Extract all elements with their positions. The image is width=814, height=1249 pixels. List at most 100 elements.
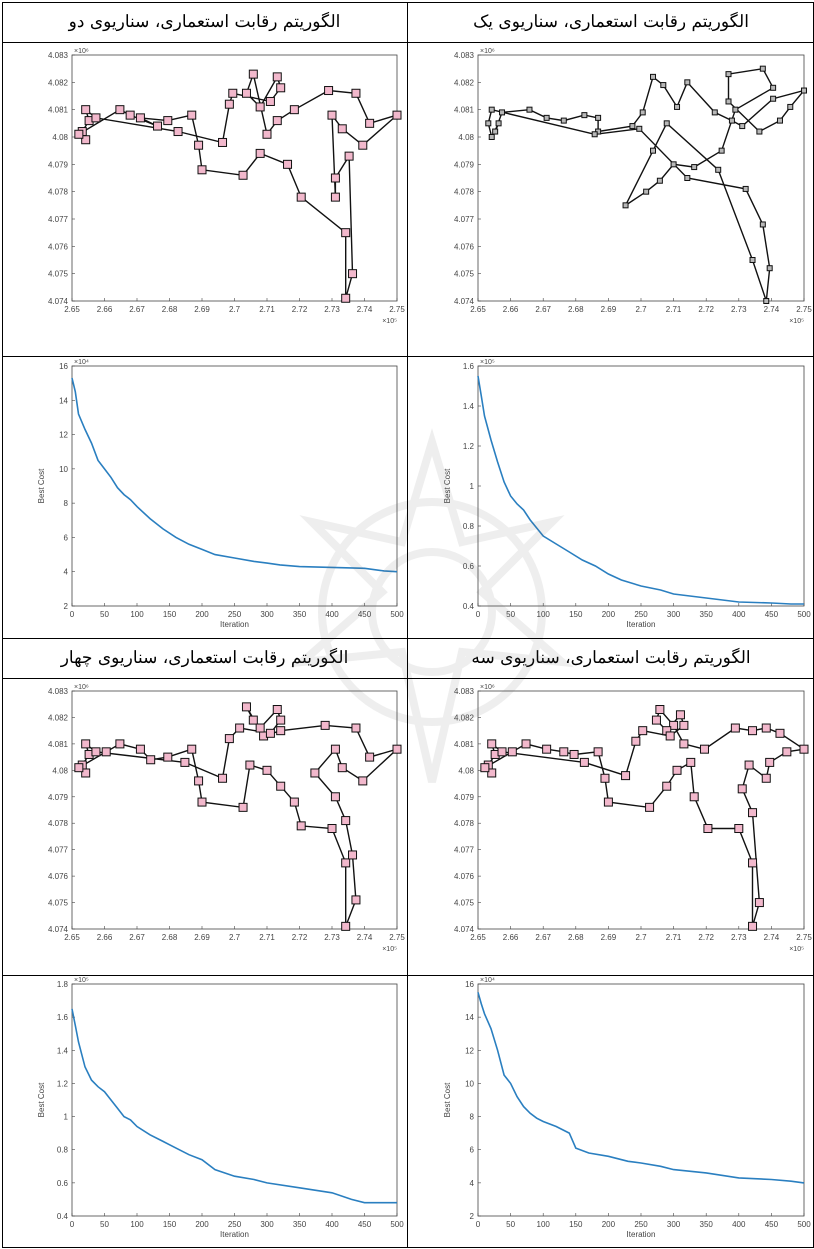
route-point-marker	[569, 749, 579, 759]
y-tick-label: 4.076	[48, 872, 69, 881]
y-tick-label: 1.4	[463, 402, 475, 411]
x-tick-label: 2.72	[292, 933, 308, 942]
x-tick-label: 2.67	[129, 305, 145, 314]
route-point-marker	[146, 755, 156, 765]
route-point-marker	[330, 744, 340, 754]
x-tick-label: 200	[195, 610, 209, 619]
route-point-marker	[674, 103, 681, 110]
x-tick-label: 100	[537, 1220, 551, 1229]
route-point-marker	[480, 763, 490, 773]
cost-series-line	[477, 992, 805, 1184]
route-point-marker	[265, 728, 275, 738]
route-point-marker	[730, 723, 740, 733]
route-point-marker	[351, 88, 361, 98]
table-border-bottom	[2, 1247, 814, 1248]
x-tick-label: 2.69	[194, 933, 210, 942]
route-point-marker	[180, 757, 190, 767]
route-point-marker	[621, 771, 631, 781]
x-tick-label: 150	[569, 610, 583, 619]
plot-frame	[477, 365, 805, 607]
y-tick-label: 8	[64, 499, 69, 508]
x-tick-label: 450	[358, 1220, 372, 1229]
route-point-marker	[320, 720, 330, 730]
x-tick-label: 2.75	[389, 305, 405, 314]
route-point-marker	[327, 110, 337, 120]
route-point-marker	[276, 726, 286, 736]
route-point-marker	[645, 802, 655, 812]
route-point-marker	[341, 228, 351, 238]
route-point-marker	[600, 773, 610, 783]
route-point-marker	[238, 170, 248, 180]
route-point-marker	[770, 84, 777, 91]
x-tick-label: 50	[100, 1220, 109, 1229]
y-tick-label: 4.076	[454, 242, 475, 251]
route-point-marker	[732, 106, 739, 113]
x-tick-label: 2.66	[97, 305, 113, 314]
route-point-marker	[739, 123, 746, 130]
route-point-marker	[526, 106, 533, 113]
x-tick-label: 2.69	[601, 933, 617, 942]
y-tick-label: 2	[64, 602, 69, 611]
y-tick-label: 0.8	[57, 1146, 69, 1155]
route-point-marker	[218, 137, 228, 147]
route-point-marker	[521, 739, 531, 749]
x-tick-label: 2.73	[324, 933, 340, 942]
route-point-marker	[581, 112, 588, 119]
y-tick-label: 4.076	[48, 242, 69, 251]
y-tick-label: 16	[465, 980, 474, 989]
route-point-marker	[734, 824, 744, 834]
x-tick-label: 2.7	[229, 305, 241, 314]
route-point-marker	[765, 757, 775, 767]
x-tick-label: 250	[228, 1220, 242, 1229]
x-tick-label: 300	[667, 610, 681, 619]
route-point-marker	[163, 116, 173, 126]
route-point-marker	[759, 65, 766, 72]
route-point-marker	[787, 103, 794, 110]
y-tick-label: 4.074	[48, 925, 69, 934]
y-exponent: ×10⁶	[74, 48, 89, 55]
route-point-marker	[81, 105, 91, 115]
y-tick-label: 1	[64, 1113, 69, 1122]
x-tick-label: 2.74	[357, 305, 373, 314]
x-tick-label: 350	[700, 1220, 714, 1229]
route-chart-scenario-3: 2.65 2.66 2.67 2.68 2.69 2.7 2.71 2.72 2.73 2.74 2…	[454, 684, 812, 953]
route-point-marker	[255, 723, 265, 733]
y-tick-label: 4.081	[454, 740, 475, 749]
x-tick-label: 350	[293, 610, 307, 619]
route-point-marker	[241, 88, 251, 98]
x-tick-label: 2.73	[731, 933, 747, 942]
route-point-marker	[341, 816, 351, 826]
y-tick-label: 4	[470, 1179, 475, 1188]
route-point-marker	[711, 109, 718, 116]
route-point-marker	[742, 185, 749, 192]
route-point-marker	[718, 147, 725, 154]
cost-chart-scenario-3: 0 50 100 150 200 250 300 350 400 450 500 2 4 6 8 10 12 14…	[443, 977, 811, 1239]
x-tick-label: 2.68	[162, 305, 178, 314]
route-point-marker	[670, 161, 677, 168]
route-point-marker	[187, 744, 197, 754]
y-tick-label: 6	[64, 533, 69, 542]
route-point-marker	[255, 148, 265, 158]
route-point-marker	[101, 747, 111, 757]
route-point-marker	[656, 177, 663, 184]
y-tick-label: 1.4	[57, 1046, 69, 1055]
x-tick-label: 2.73	[731, 305, 747, 314]
plot-frame	[477, 983, 805, 1217]
y-tick-label: 14	[59, 396, 68, 405]
y-axis-label: Best Cost	[443, 468, 452, 503]
route-point-marker	[672, 765, 682, 775]
route-point-marker	[776, 117, 783, 124]
route-point-marker	[759, 221, 766, 228]
route-point-marker	[499, 109, 506, 116]
y-tick-label: 12	[465, 1046, 474, 1055]
route-point-marker	[348, 269, 358, 279]
route-point-marker	[629, 123, 636, 130]
x-tick-label: 2.65	[64, 933, 80, 942]
route-point-marker	[725, 98, 732, 105]
route-point-marker	[330, 192, 340, 202]
y-exponent: ×10⁴	[480, 977, 495, 984]
route-point-marker	[81, 135, 91, 145]
header-scenario-1: الگوریتم رقابت استعماری، سناریوی یک	[473, 12, 749, 32]
route-point-marker	[272, 72, 282, 82]
